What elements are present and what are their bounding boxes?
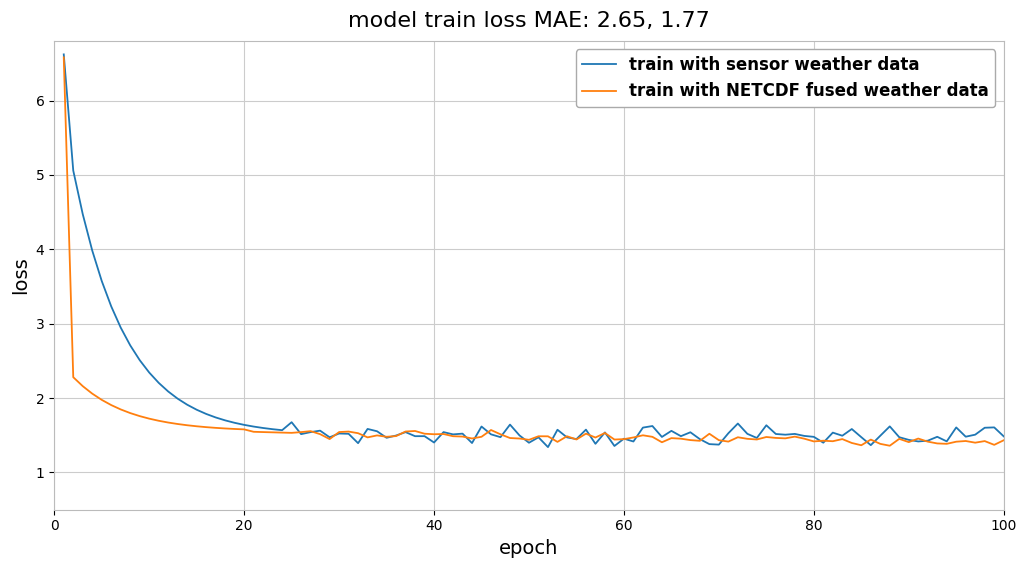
train with NETCDF fused weather data xyxy=(542,433,554,440)
train with NETCDF fused weather data xyxy=(276,429,288,436)
train with sensor weather data xyxy=(276,427,288,434)
train with sensor weather data xyxy=(542,444,554,451)
train with sensor weather data xyxy=(997,433,1009,440)
train with NETCDF fused weather data xyxy=(884,442,896,449)
Title: model train loss MAE: 2.65, 1.77: model train loss MAE: 2.65, 1.77 xyxy=(348,11,710,31)
train with sensor weather data xyxy=(58,51,70,58)
train with NETCDF fused weather data xyxy=(238,426,251,433)
train with sensor weather data xyxy=(959,433,971,440)
Line: train with NETCDF fused weather data: train with NETCDF fused weather data xyxy=(64,57,1003,446)
Y-axis label: loss: loss xyxy=(11,257,30,294)
train with NETCDF fused weather data xyxy=(618,436,630,443)
train with sensor weather data xyxy=(931,434,944,440)
train with NETCDF fused weather data xyxy=(959,438,971,444)
Legend: train with sensor weather data, train with NETCDF fused weather data: train with sensor weather data, train wi… xyxy=(576,50,995,107)
Line: train with sensor weather data: train with sensor weather data xyxy=(64,55,1003,447)
train with NETCDF fused weather data xyxy=(997,437,1009,444)
train with sensor weather data xyxy=(627,438,639,445)
X-axis label: epoch: epoch xyxy=(500,539,558,558)
train with NETCDF fused weather data xyxy=(58,54,70,61)
train with NETCDF fused weather data xyxy=(931,440,944,447)
train with sensor weather data xyxy=(238,422,251,428)
train with sensor weather data xyxy=(551,426,563,433)
